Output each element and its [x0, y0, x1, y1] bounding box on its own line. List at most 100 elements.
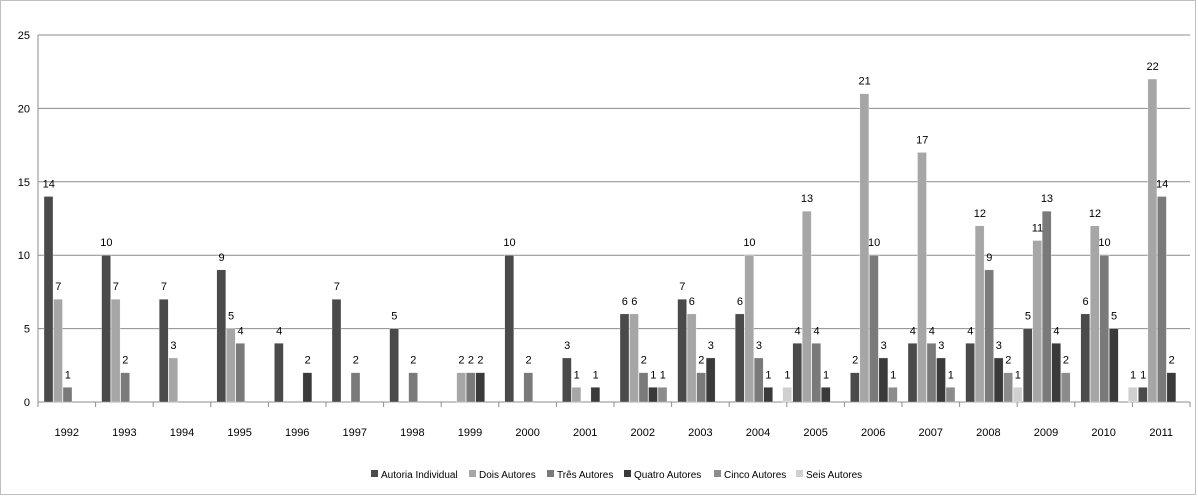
data-label: 12 — [974, 208, 986, 220]
bar — [1042, 211, 1052, 403]
data-label: 6 — [1082, 296, 1088, 308]
bar — [735, 313, 745, 403]
bar — [168, 357, 178, 403]
bar — [590, 387, 601, 403]
bar — [523, 372, 533, 403]
x-tick-label: 2011 — [1149, 427, 1173, 439]
legend-label: Seis Autores — [806, 470, 862, 481]
bar — [965, 343, 975, 403]
data-label: 14 — [1156, 178, 1168, 190]
x-tick-label: 2006 — [861, 427, 885, 439]
bar — [869, 255, 879, 403]
bar — [1128, 387, 1138, 403]
bar — [571, 387, 582, 403]
x-tick-label: 1995 — [227, 427, 251, 439]
bar — [984, 269, 994, 403]
x-tick-label: 2007 — [919, 427, 943, 439]
data-label: 1 — [784, 369, 790, 381]
data-label: 7 — [161, 281, 167, 293]
data-label: 10 — [503, 237, 515, 249]
bar — [677, 299, 687, 403]
data-label: 17 — [916, 134, 928, 146]
data-label: 6 — [622, 296, 628, 308]
bar — [1023, 328, 1033, 403]
data-label: 4 — [813, 325, 819, 337]
x-tick-label: 1993 — [112, 427, 136, 439]
bar — [1157, 196, 1167, 403]
data-label: 1 — [890, 369, 896, 381]
x-tick-label: 2005 — [803, 427, 827, 439]
bar — [638, 372, 649, 403]
bar — [744, 255, 754, 403]
bar — [1051, 343, 1061, 403]
data-label: 1 — [948, 369, 954, 381]
x-tick-label: 2000 — [515, 427, 539, 439]
data-label: 6 — [737, 296, 743, 308]
data-label: 4 — [794, 325, 800, 337]
x-tick-label: 2010 — [1091, 427, 1115, 439]
data-label: 12 — [1089, 208, 1101, 220]
bar — [802, 211, 812, 403]
bar — [62, 387, 73, 403]
bar — [53, 299, 63, 403]
bar — [993, 357, 1004, 403]
bar — [648, 387, 658, 403]
data-label: 1 — [660, 369, 666, 381]
data-label: 7 — [113, 281, 119, 293]
data-label: 5 — [1025, 311, 1031, 323]
x-tick-label: 1997 — [343, 427, 367, 439]
legend-swatch — [714, 470, 721, 477]
x-tick-label: 2003 — [688, 427, 712, 439]
data-label: 3 — [170, 340, 176, 352]
bar — [120, 372, 130, 403]
bar — [1138, 387, 1148, 403]
y-tick-label: 10 — [18, 250, 30, 262]
bar — [159, 299, 169, 403]
data-label: 2 — [525, 355, 531, 367]
bar — [475, 372, 485, 403]
data-label: 2 — [1063, 355, 1069, 367]
legend-swatch — [624, 470, 631, 477]
bar — [1003, 372, 1013, 403]
y-tick-label: 25 — [18, 30, 30, 42]
bar — [1090, 225, 1100, 403]
bar — [1166, 372, 1177, 403]
data-label: 7 — [55, 281, 61, 293]
bar — [754, 357, 764, 403]
bar — [821, 387, 831, 403]
data-label: 2 — [410, 355, 416, 367]
bar — [859, 93, 870, 403]
bar — [504, 255, 514, 403]
data-label: 5 — [1111, 311, 1117, 323]
data-label: 3 — [881, 340, 887, 352]
bar — [274, 343, 284, 403]
data-label: 10 — [868, 237, 880, 249]
data-label: 2 — [122, 355, 128, 367]
data-label: 2 — [852, 355, 858, 367]
data-label: 1 — [1015, 369, 1021, 381]
data-label: 6 — [689, 296, 695, 308]
bar — [226, 328, 236, 403]
legend-swatch — [469, 470, 476, 477]
data-label: 1 — [823, 369, 829, 381]
data-label: 2 — [641, 355, 647, 367]
data-label: 1 — [574, 369, 580, 381]
bar — [302, 372, 313, 403]
data-label: 3 — [938, 340, 944, 352]
bar — [1012, 387, 1023, 403]
bar — [456, 372, 466, 403]
x-tick-label: 2008 — [976, 427, 1000, 439]
legend-swatch — [796, 470, 803, 477]
x-tick-label: 1999 — [458, 427, 482, 439]
legend-label: Cinco Autores — [724, 470, 786, 481]
bar — [1061, 372, 1071, 403]
data-label: 1 — [593, 369, 599, 381]
bar — [408, 372, 418, 403]
y-tick-label: 20 — [18, 103, 30, 115]
bar — [945, 387, 956, 403]
bar — [782, 387, 792, 403]
bar — [792, 343, 802, 403]
data-label: 3 — [708, 340, 714, 352]
bar — [1080, 313, 1090, 403]
